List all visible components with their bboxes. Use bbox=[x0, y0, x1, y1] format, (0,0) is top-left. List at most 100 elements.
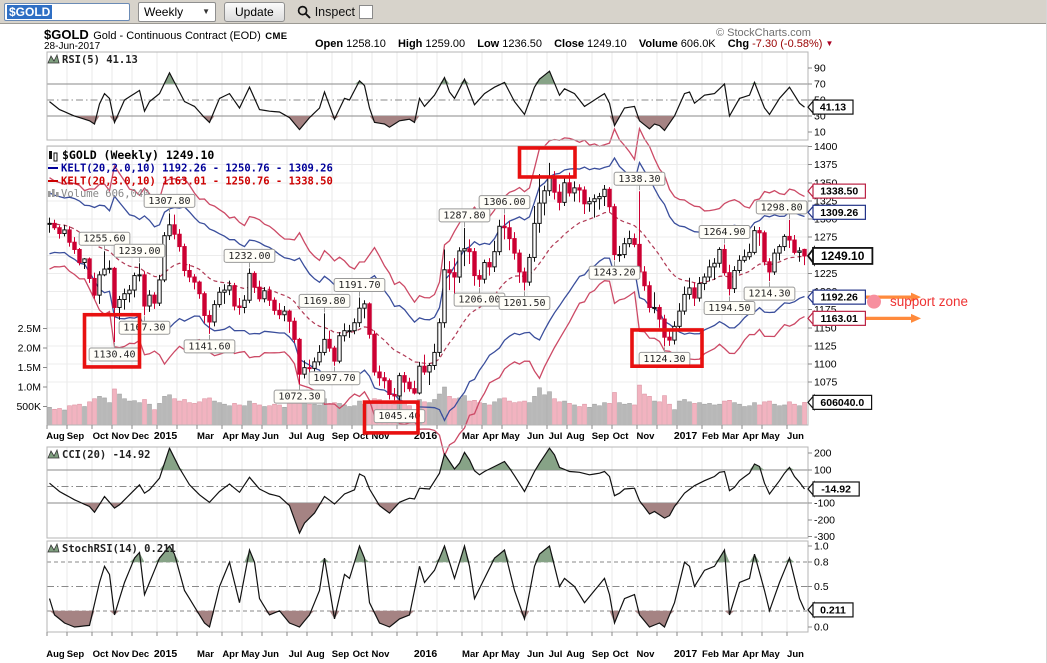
svg-text:Jul: Jul bbox=[289, 431, 303, 442]
title-symbol: $GOLD bbox=[44, 27, 89, 42]
svg-text:1194.50: 1194.50 bbox=[708, 303, 750, 314]
svg-text:Oct: Oct bbox=[613, 431, 630, 442]
svg-text:Jul: Jul bbox=[289, 649, 303, 660]
svg-text:Jun: Jun bbox=[787, 431, 804, 442]
svg-text:0.5: 0.5 bbox=[814, 581, 829, 593]
svg-text:Aug: Aug bbox=[306, 431, 325, 442]
svg-text:May: May bbox=[761, 649, 780, 660]
svg-text:1400: 1400 bbox=[814, 141, 838, 153]
inspect-checkbox[interactable] bbox=[359, 4, 374, 19]
update-button[interactable]: Update bbox=[224, 1, 285, 22]
svg-text:Mar: Mar bbox=[462, 431, 479, 442]
inspect-control: Inspect bbox=[297, 4, 374, 19]
svg-text:1100: 1100 bbox=[814, 359, 837, 371]
svg-text:Nov: Nov bbox=[112, 649, 131, 660]
svg-text:70: 70 bbox=[814, 79, 826, 91]
low-label: Low bbox=[477, 38, 500, 50]
svg-text:1338.50: 1338.50 bbox=[820, 186, 858, 198]
svg-text:Volume 606,040: Volume 606,040 bbox=[61, 188, 150, 200]
svg-text:Aug: Aug bbox=[566, 431, 585, 442]
chart-date: 28-Jun-2017 bbox=[44, 41, 101, 52]
svg-text:1243.20: 1243.20 bbox=[593, 268, 635, 279]
svg-text:1163.01: 1163.01 bbox=[821, 313, 859, 325]
svg-text:1045.40: 1045.40 bbox=[378, 411, 420, 422]
svg-text:1141.60: 1141.60 bbox=[188, 341, 230, 352]
svg-text:Oct: Oct bbox=[93, 649, 110, 660]
svg-text:KELT(20,2.0,10) 1192.26 - 1250: KELT(20,2.0,10) 1192.26 - 1250.76 - 1309… bbox=[61, 163, 333, 175]
svg-text:Jun: Jun bbox=[787, 649, 804, 660]
chg-value: -7.30 (-0.58%) bbox=[752, 38, 823, 50]
svg-text:2015: 2015 bbox=[154, 648, 178, 660]
svg-text:support zone: support zone bbox=[890, 294, 968, 309]
quote-summary: Open 1258.10 High 1259.00 Low 1236.50 Close… bbox=[306, 38, 833, 50]
svg-text:Apr: Apr bbox=[222, 649, 239, 660]
svg-text:1124.30: 1124.30 bbox=[643, 354, 685, 365]
svg-text:10: 10 bbox=[814, 127, 826, 139]
svg-text:1298.80: 1298.80 bbox=[761, 202, 803, 213]
svg-text:Jun: Jun bbox=[262, 431, 279, 442]
svg-text:May: May bbox=[241, 431, 260, 442]
legends: RSI(5) 41.13$GOLD (Weekly) 1249.10KELT(2… bbox=[47, 53, 333, 555]
period-select[interactable]: Weekly ▼ bbox=[138, 1, 216, 22]
svg-text:500K: 500K bbox=[16, 401, 41, 413]
svg-text:2017: 2017 bbox=[674, 430, 698, 442]
chg-down-arrow-icon: ▼ bbox=[825, 39, 834, 48]
svg-text:Sep: Sep bbox=[592, 431, 610, 442]
svg-text:Aug: Aug bbox=[46, 431, 65, 442]
svg-text:2.0M: 2.0M bbox=[18, 343, 41, 355]
volume-bars bbox=[47, 384, 807, 426]
svg-text:0.211: 0.211 bbox=[820, 605, 846, 617]
svg-text:KELT(20,3.0,10) 1163.01 - 1250: KELT(20,3.0,10) 1163.01 - 1250.76 - 1338… bbox=[61, 176, 333, 188]
svg-text:2017: 2017 bbox=[674, 648, 698, 660]
svg-text:Aug: Aug bbox=[566, 649, 585, 660]
svg-text:100: 100 bbox=[814, 464, 832, 476]
svg-text:RSI(5) 41.13: RSI(5) 41.13 bbox=[62, 54, 138, 66]
svg-text:1255.60: 1255.60 bbox=[83, 234, 125, 245]
svg-text:1264.90: 1264.90 bbox=[703, 227, 745, 238]
watermark: © StockCharts.com bbox=[716, 27, 811, 39]
svg-text:CCI(20) -14.92: CCI(20) -14.92 bbox=[62, 449, 151, 461]
title-exchange: CME bbox=[265, 31, 288, 42]
volume-label: Volume bbox=[638, 38, 678, 50]
svg-text:-14.92: -14.92 bbox=[821, 484, 851, 496]
svg-text:Aug: Aug bbox=[306, 649, 325, 660]
svg-text:90: 90 bbox=[814, 63, 826, 75]
svg-text:1.0: 1.0 bbox=[814, 541, 829, 553]
svg-text:Oct: Oct bbox=[353, 649, 370, 660]
svg-text:Apr: Apr bbox=[742, 649, 759, 660]
svg-text:Jul: Jul bbox=[549, 431, 563, 442]
svg-text:Sep: Sep bbox=[592, 649, 610, 660]
high-value: 1259.00 bbox=[425, 38, 466, 50]
svg-text:Oct: Oct bbox=[353, 431, 370, 442]
open-value: 1258.10 bbox=[346, 38, 386, 50]
title-name: Gold - Continuous Contract (EOD) bbox=[93, 30, 261, 42]
svg-text:Dec: Dec bbox=[132, 649, 149, 660]
svg-text:Aug: Aug bbox=[46, 649, 65, 660]
svg-text:1225: 1225 bbox=[814, 268, 838, 280]
svg-text:2015: 2015 bbox=[154, 430, 178, 442]
symbol-input[interactable]: $GOLD bbox=[4, 2, 130, 21]
svg-text:Jun: Jun bbox=[262, 649, 279, 660]
close-label: Close bbox=[554, 38, 585, 50]
svg-text:1192.26: 1192.26 bbox=[821, 292, 859, 304]
panel-borders bbox=[46, 51, 809, 633]
open-label: Open bbox=[315, 38, 344, 50]
low-value: 1236.50 bbox=[502, 38, 542, 50]
svg-text:2016: 2016 bbox=[414, 648, 438, 660]
svg-text:Mar: Mar bbox=[462, 649, 479, 660]
svg-text:Jul: Jul bbox=[549, 649, 563, 660]
chg-label: Chg bbox=[727, 38, 750, 50]
svg-text:Mar: Mar bbox=[197, 649, 214, 660]
svg-text:Dec: Dec bbox=[132, 431, 149, 442]
svg-text:1338.30: 1338.30 bbox=[618, 174, 660, 185]
svg-text:2.5M: 2.5M bbox=[18, 323, 41, 335]
svg-text:Oct: Oct bbox=[93, 431, 110, 442]
svg-text:1191.70: 1191.70 bbox=[338, 280, 380, 291]
svg-text:Nov: Nov bbox=[112, 431, 131, 442]
svg-text:Oct: Oct bbox=[613, 649, 630, 660]
svg-text:Mar: Mar bbox=[197, 431, 214, 442]
svg-text:1125: 1125 bbox=[814, 340, 837, 352]
svg-text:May: May bbox=[501, 649, 520, 660]
